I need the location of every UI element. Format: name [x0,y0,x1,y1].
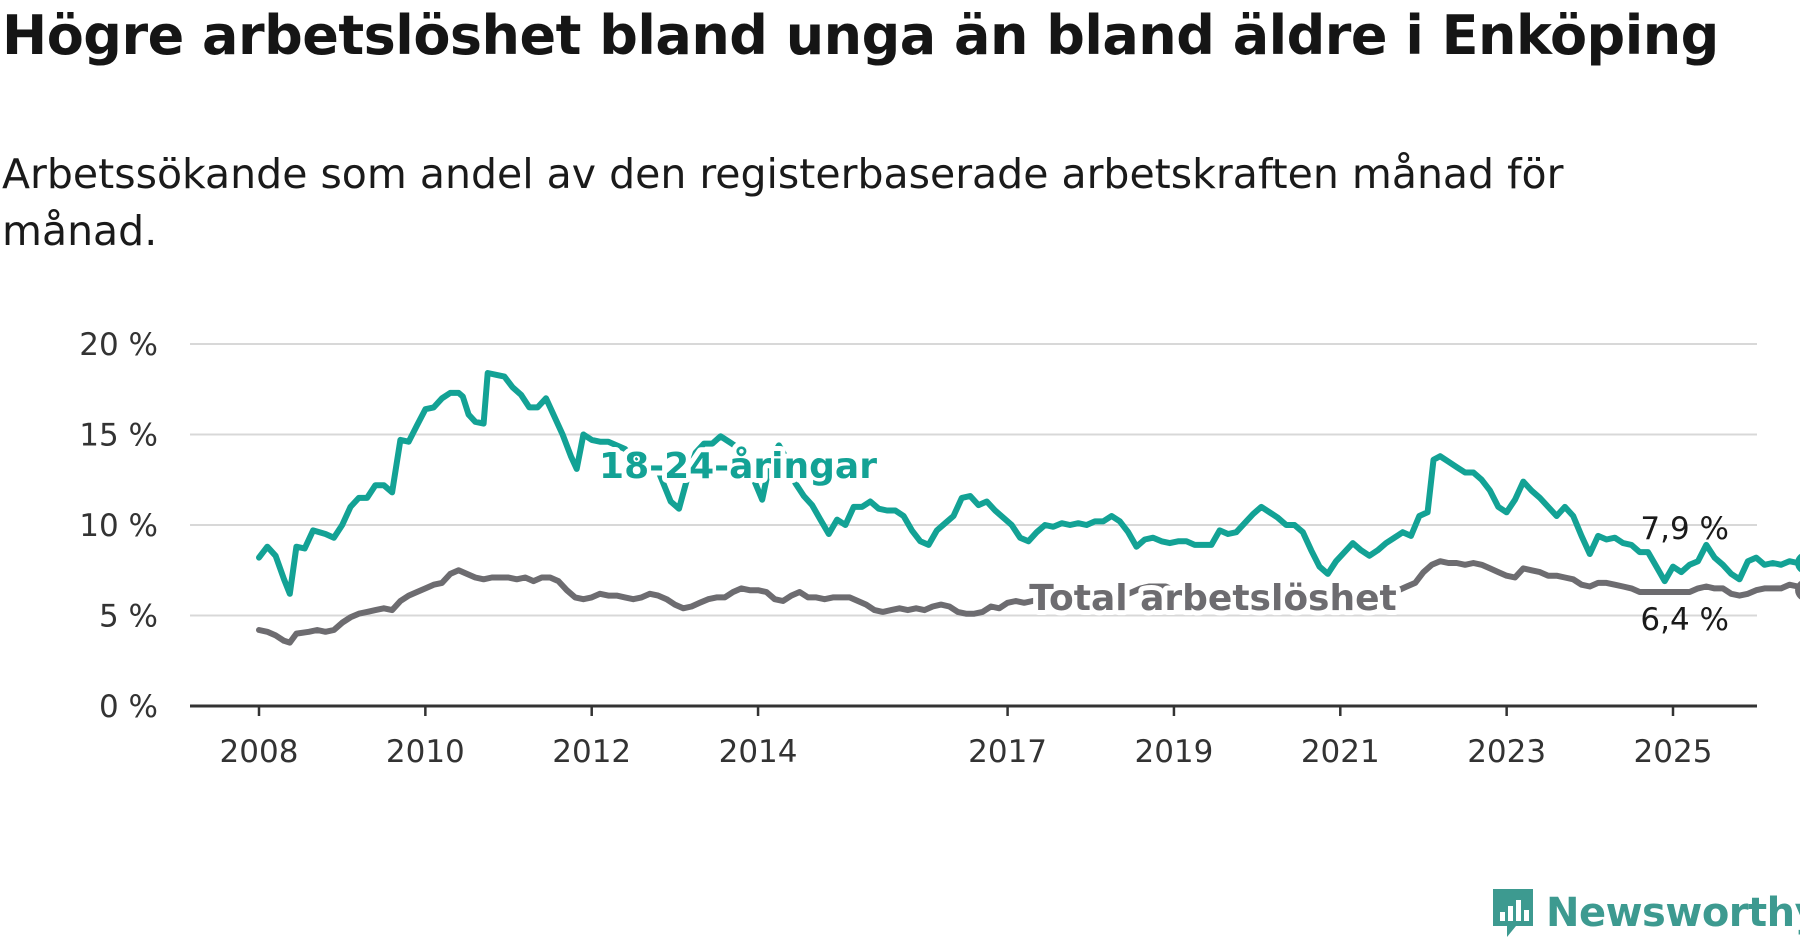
x-tick-label: 2008 [220,734,299,770]
x-tick-label: 2014 [719,734,798,770]
x-tick-label: 2023 [1467,734,1546,770]
youth-series-line [256,370,1800,597]
newsworthy-logo: Newsworthy [1490,886,1800,940]
x-axis-ticks: 2008 2010 2012 2014 2017 2019 2021 2023 2025 [190,704,1757,770]
x-tick-label: 2025 [1634,734,1713,770]
y-tick-label: 20 % [79,327,158,363]
newsworthy-logo-icon [1493,889,1533,937]
y-axis-ticks: 0 % 5 % 10 % 15 % 20 % [79,327,158,725]
x-tick-label: 2012 [552,734,631,770]
total-series-line [256,558,1800,646]
total-end-marker [1795,580,1800,600]
youth-series-label: 18-24-åringar [599,446,877,487]
x-tick-label: 2010 [386,734,465,770]
series-labels: 7,9 % 6,4 % 18-24-åringar Total arbetslöshe… [594,441,1729,638]
brand-name: Newsworthy [1546,890,1800,936]
chart-subtitle: Arbetssökande som andel av den registerb… [2,150,1564,255]
total-series-label: Total arbetslöshet [1029,578,1397,619]
youth-end-label: 7,9 % [1640,511,1729,547]
gridlines [190,343,1757,617]
total-end-label: 6,4 % [1640,602,1729,638]
y-tick-label: 10 % [79,508,158,544]
series-lines [256,370,1800,646]
x-tick-label: 2019 [1134,734,1213,770]
youth-end-marker [1795,553,1800,573]
y-tick-label: 5 % [99,599,158,635]
x-tick-label: 2017 [968,734,1047,770]
y-tick-label: 15 % [79,418,158,454]
chart-title: Högre arbetslöshet bland unga än bland ä… [2,4,1719,67]
y-tick-label: 0 % [99,689,158,725]
x-tick-label: 2021 [1301,734,1380,770]
